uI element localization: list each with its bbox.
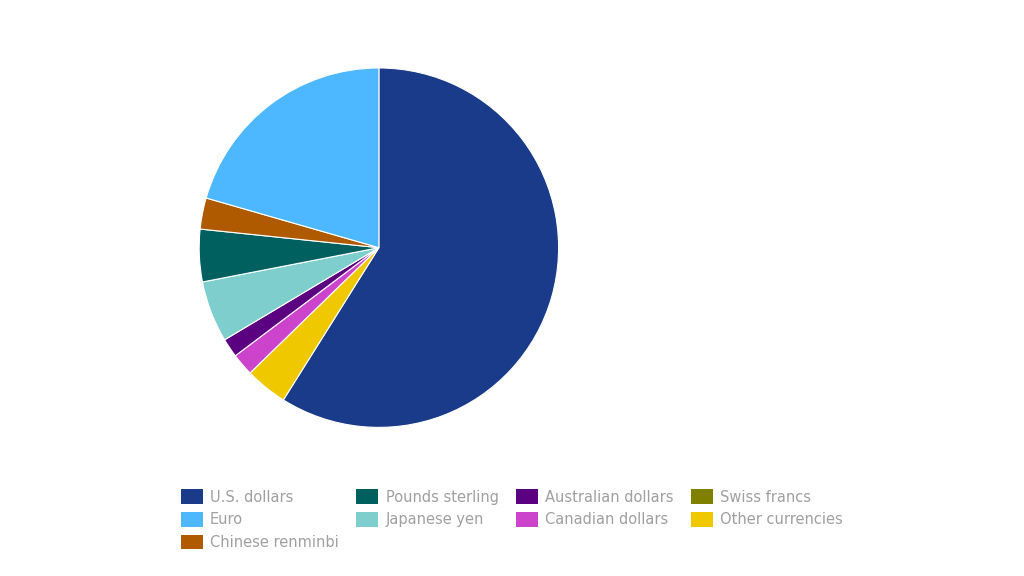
Wedge shape [236,248,379,373]
Legend: U.S. dollars, Euro, Chinese renminbi, Pounds sterling, Japanese yen, Australian : U.S. dollars, Euro, Chinese renminbi, Po… [174,482,850,557]
Wedge shape [250,248,379,400]
Wedge shape [206,68,379,248]
Wedge shape [224,248,379,356]
Wedge shape [203,248,379,340]
Wedge shape [200,229,379,282]
Wedge shape [284,68,558,427]
Wedge shape [200,198,379,248]
